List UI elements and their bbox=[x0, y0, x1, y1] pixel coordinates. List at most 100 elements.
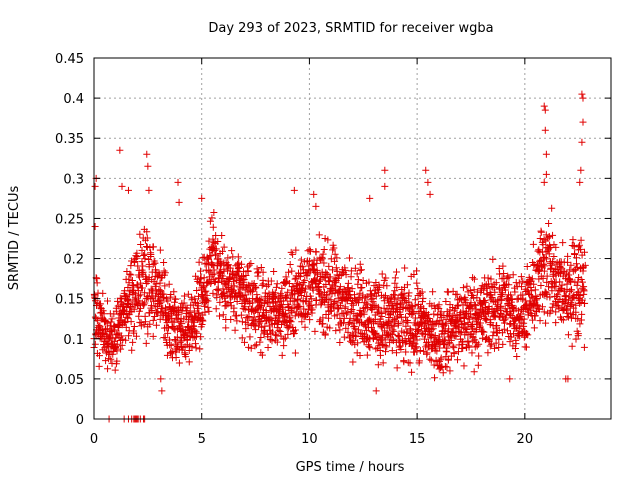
y-tick-label: 0.2 bbox=[63, 253, 84, 268]
data-point bbox=[567, 261, 575, 269]
data-point bbox=[347, 267, 355, 275]
data-point bbox=[259, 280, 267, 288]
data-point bbox=[418, 288, 426, 296]
data-point bbox=[218, 231, 226, 239]
data-point bbox=[414, 285, 422, 293]
data-point bbox=[472, 302, 480, 310]
data-point bbox=[402, 313, 410, 321]
data-point bbox=[124, 186, 132, 194]
data-point bbox=[130, 322, 138, 330]
data-point bbox=[572, 301, 580, 309]
y-tick-label: 0 bbox=[76, 413, 84, 428]
data-point bbox=[184, 290, 192, 298]
data-point bbox=[426, 330, 434, 338]
data-point bbox=[127, 262, 135, 270]
data-point bbox=[196, 275, 204, 283]
data-point bbox=[161, 269, 169, 277]
data-point bbox=[193, 329, 201, 337]
data-point bbox=[286, 314, 294, 322]
data-point bbox=[170, 288, 178, 296]
data-point bbox=[303, 272, 311, 280]
data-point bbox=[196, 345, 204, 353]
data-point bbox=[132, 254, 140, 262]
data-point bbox=[298, 318, 306, 326]
data-point bbox=[334, 287, 342, 295]
data-point bbox=[301, 323, 309, 331]
data-point bbox=[368, 305, 376, 313]
data-point bbox=[459, 284, 467, 292]
data-point bbox=[356, 311, 364, 319]
data-point bbox=[545, 250, 553, 258]
data-point bbox=[270, 319, 278, 327]
data-point bbox=[331, 257, 339, 265]
data-point bbox=[445, 325, 453, 333]
data-point bbox=[569, 236, 577, 244]
data-point bbox=[578, 310, 586, 318]
data-point bbox=[572, 335, 580, 343]
data-point bbox=[91, 182, 99, 190]
data-point bbox=[268, 337, 276, 345]
data-point bbox=[545, 233, 553, 241]
data-point bbox=[442, 298, 450, 306]
data-point bbox=[158, 387, 166, 395]
data-point bbox=[399, 294, 407, 302]
data-point bbox=[116, 146, 124, 154]
data-point bbox=[529, 316, 537, 324]
data-point bbox=[149, 261, 157, 269]
data-point bbox=[219, 290, 227, 298]
data-point bbox=[563, 312, 571, 320]
data-point bbox=[142, 339, 150, 347]
data-point bbox=[381, 182, 389, 190]
data-point bbox=[540, 236, 548, 244]
data-point bbox=[449, 342, 457, 350]
data-point bbox=[460, 314, 468, 322]
data-point bbox=[156, 279, 164, 287]
data-point bbox=[413, 336, 421, 344]
data-point bbox=[137, 240, 145, 248]
data-point bbox=[485, 336, 493, 344]
data-point bbox=[558, 281, 566, 289]
data-point bbox=[201, 308, 209, 316]
data-point bbox=[495, 344, 503, 352]
data-point bbox=[344, 328, 352, 336]
data-point bbox=[175, 308, 183, 316]
data-point bbox=[117, 345, 125, 353]
data-point bbox=[93, 279, 101, 287]
data-point bbox=[446, 367, 454, 375]
data-point bbox=[257, 318, 265, 326]
data-point bbox=[441, 362, 449, 370]
data-point bbox=[403, 281, 411, 289]
data-point bbox=[289, 250, 297, 258]
data-point bbox=[382, 308, 390, 316]
data-point bbox=[375, 332, 383, 340]
y-axis-title: SRMTID / TECUs bbox=[7, 186, 22, 291]
data-point bbox=[329, 266, 337, 274]
data-point bbox=[522, 305, 530, 313]
data-point bbox=[481, 315, 489, 323]
data-point bbox=[403, 329, 411, 337]
data-point bbox=[325, 262, 333, 270]
data-point bbox=[380, 297, 388, 305]
data-point bbox=[542, 170, 550, 178]
data-point bbox=[381, 336, 389, 344]
data-point bbox=[322, 269, 330, 277]
data-point bbox=[139, 262, 147, 270]
data-point bbox=[331, 250, 339, 258]
data-point bbox=[351, 291, 359, 299]
data-point bbox=[244, 314, 252, 322]
data-point bbox=[212, 305, 220, 313]
data-point bbox=[312, 202, 320, 210]
data-point bbox=[209, 223, 217, 231]
data-point bbox=[567, 278, 575, 286]
data-point bbox=[362, 322, 370, 330]
data-point bbox=[449, 328, 457, 336]
data-point bbox=[340, 333, 348, 341]
data-point bbox=[301, 288, 309, 296]
data-point bbox=[416, 347, 424, 355]
x-tick-label: 15 bbox=[409, 432, 426, 447]
data-point bbox=[145, 186, 153, 194]
data-point bbox=[255, 322, 263, 330]
data-point bbox=[345, 334, 353, 342]
y-tick-label: 0.3 bbox=[63, 172, 84, 187]
chart-title: Day 293 of 2023, SRMTID for receiver wgb… bbox=[208, 21, 493, 36]
